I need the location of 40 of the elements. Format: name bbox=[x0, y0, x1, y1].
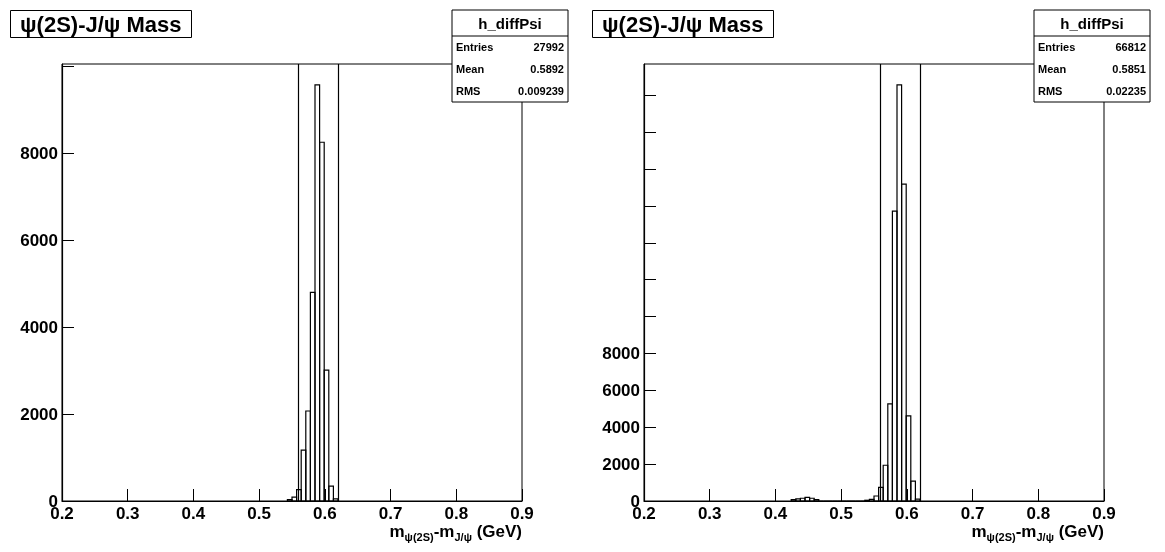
y-tick-label: 4000 bbox=[602, 417, 640, 437]
x-tick-label: 0.8 bbox=[444, 504, 469, 523]
annotation: RMS bbox=[456, 85, 481, 97]
x-tick-label: 0.6 bbox=[313, 504, 337, 523]
y-tick-label: 2000 bbox=[20, 404, 58, 424]
text: 66812 bbox=[1115, 41, 1146, 53]
text: h_diffPsi bbox=[1060, 14, 1124, 32]
chart-title: ψ(2S)-J/ψ Mass bbox=[602, 11, 764, 37]
annotation: Mean bbox=[456, 63, 485, 75]
x-tick-label: 0.5 bbox=[829, 504, 853, 523]
x-tick-label: 0.3 bbox=[697, 504, 722, 523]
x-tick-label: 0.7 bbox=[378, 504, 403, 523]
text: h_diffPsi bbox=[478, 14, 542, 32]
y-tick-label: 8000 bbox=[602, 343, 640, 363]
x-tick-label: 0.5 bbox=[247, 504, 271, 523]
chart-title: ψ(2S)-J/ψ Mass bbox=[20, 11, 182, 37]
x-tick-label: 0.6 bbox=[895, 504, 919, 523]
x-tick-label: 0.9 bbox=[510, 504, 534, 523]
annotation: Mean bbox=[1038, 63, 1067, 75]
text: 0.5851 bbox=[1112, 63, 1146, 75]
y-tick-label: 6000 bbox=[602, 380, 640, 400]
x-axis-title: m$_{ψ(2S)}$-m$_{J/ψ}$ (GeV) bbox=[389, 522, 522, 544]
x-tick-label: 0.8 bbox=[1026, 504, 1051, 523]
x-tick-label: 0.4 bbox=[763, 504, 788, 523]
x-tick-label: 0.9 bbox=[1092, 504, 1116, 523]
text: Entries bbox=[1038, 41, 1076, 53]
y-tick-label: 6000 bbox=[20, 230, 58, 250]
y-tick-label: 4000 bbox=[20, 317, 58, 337]
x-axis-title: m$_{ψ(2S)}$-m$_{J/ψ}$ (GeV) bbox=[971, 522, 1104, 544]
x-tick-label: 0.4 bbox=[181, 504, 206, 523]
text: 0.02235 bbox=[1106, 85, 1146, 97]
annotation: RMS bbox=[1038, 85, 1063, 97]
y-tick-label: 2000 bbox=[602, 454, 640, 474]
y-tick-label: 8000 bbox=[20, 143, 58, 163]
x-tick-label: 0.3 bbox=[115, 504, 140, 523]
x-tick-label: 0.7 bbox=[960, 504, 985, 523]
text: Entries bbox=[456, 41, 494, 53]
text: 0.5892 bbox=[530, 63, 564, 75]
text: 27992 bbox=[533, 41, 564, 53]
annotation: 0.009239 bbox=[518, 85, 564, 97]
